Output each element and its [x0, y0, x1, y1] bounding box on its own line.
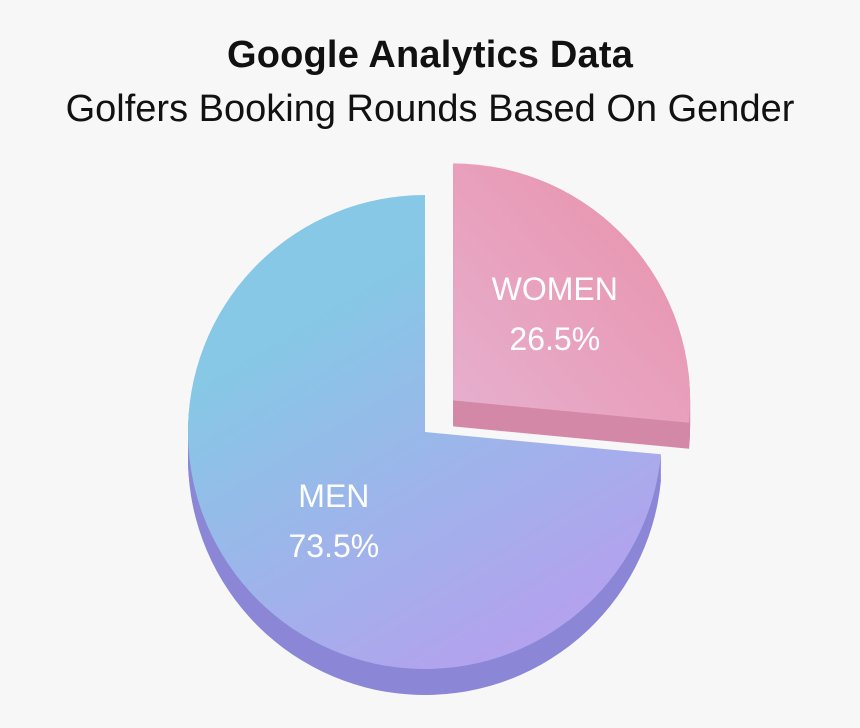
slice-men-category-label: MEN [298, 478, 369, 514]
chart-subtitle: Golfers Booking Rounds Based On Gender [65, 88, 795, 130]
slice-men-value-label: 73.5% [288, 528, 379, 564]
chart-title: Google Analytics Data [226, 34, 634, 76]
slice-men [188, 195, 661, 669]
slice-women-value-label: 26.5% [509, 321, 600, 357]
slice-women-category-label: WOMEN [492, 271, 618, 307]
slice-women [453, 163, 691, 423]
